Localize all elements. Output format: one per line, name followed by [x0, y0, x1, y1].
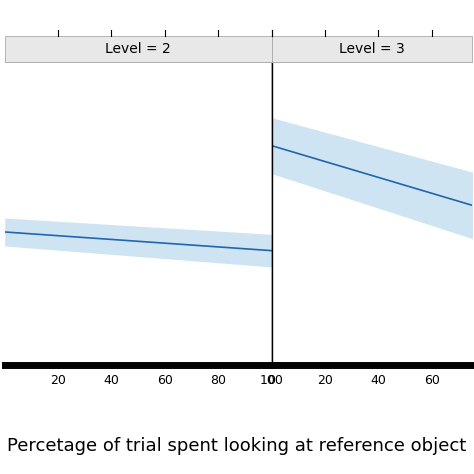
Text: Level = 3: Level = 3 [339, 42, 404, 55]
Text: Percetage of trial spent looking at reference object: Percetage of trial spent looking at refe… [8, 437, 466, 455]
Text: Level = 2: Level = 2 [105, 42, 171, 55]
